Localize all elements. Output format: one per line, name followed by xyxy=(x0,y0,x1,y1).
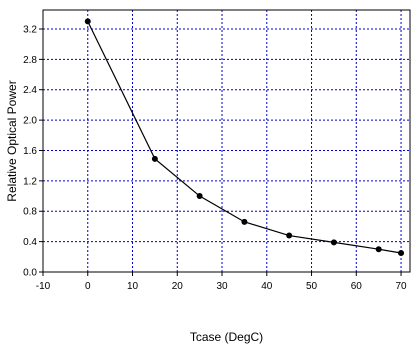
data-point xyxy=(286,232,293,239)
y-tick-label: 0.4 xyxy=(23,237,37,248)
x-tick-label: 70 xyxy=(395,281,407,292)
y-tick-label: 1.2 xyxy=(23,176,37,187)
x-tick-label: 30 xyxy=(216,281,228,292)
y-tick-label: 1.6 xyxy=(23,146,37,157)
x-axis-label: Tcase (DegC) xyxy=(190,330,263,344)
data-point xyxy=(84,18,91,25)
y-tick-label: 2.0 xyxy=(23,116,37,127)
x-tick-label: -10 xyxy=(36,281,51,292)
data-point xyxy=(196,193,203,200)
y-axis-label: Relative Optical Power xyxy=(5,80,19,201)
x-tick-label: 60 xyxy=(351,281,363,292)
data-point xyxy=(241,218,248,225)
x-tick-label: 40 xyxy=(261,281,273,292)
x-axis: -10 0 10 20 30 40 50 60 70 xyxy=(36,272,407,292)
series-line xyxy=(87,21,402,254)
x-tick-label: 10 xyxy=(127,281,139,292)
y-tick-label: 0.0 xyxy=(23,268,37,279)
y-tick-label: 2.8 xyxy=(23,55,37,66)
y-axis: 0.0 0.4 0.8 1.2 1.6 2.0 2.4 2.8 3.2 xyxy=(23,24,43,279)
data-point xyxy=(375,246,382,253)
x-tick-label: 0 xyxy=(85,281,91,292)
plot-frame xyxy=(42,9,411,273)
x-tick-label: 50 xyxy=(306,281,318,292)
y-tick-label: 2.4 xyxy=(23,85,37,96)
data-point xyxy=(330,239,337,246)
grid xyxy=(43,10,410,272)
y-tick-label: 0.8 xyxy=(23,207,37,218)
series-group xyxy=(84,18,405,257)
plot-area xyxy=(43,10,410,272)
x-tick-label: 20 xyxy=(172,281,184,292)
y-tick-label: 3.2 xyxy=(23,24,37,35)
data-point xyxy=(151,155,158,162)
data-point xyxy=(398,250,405,257)
